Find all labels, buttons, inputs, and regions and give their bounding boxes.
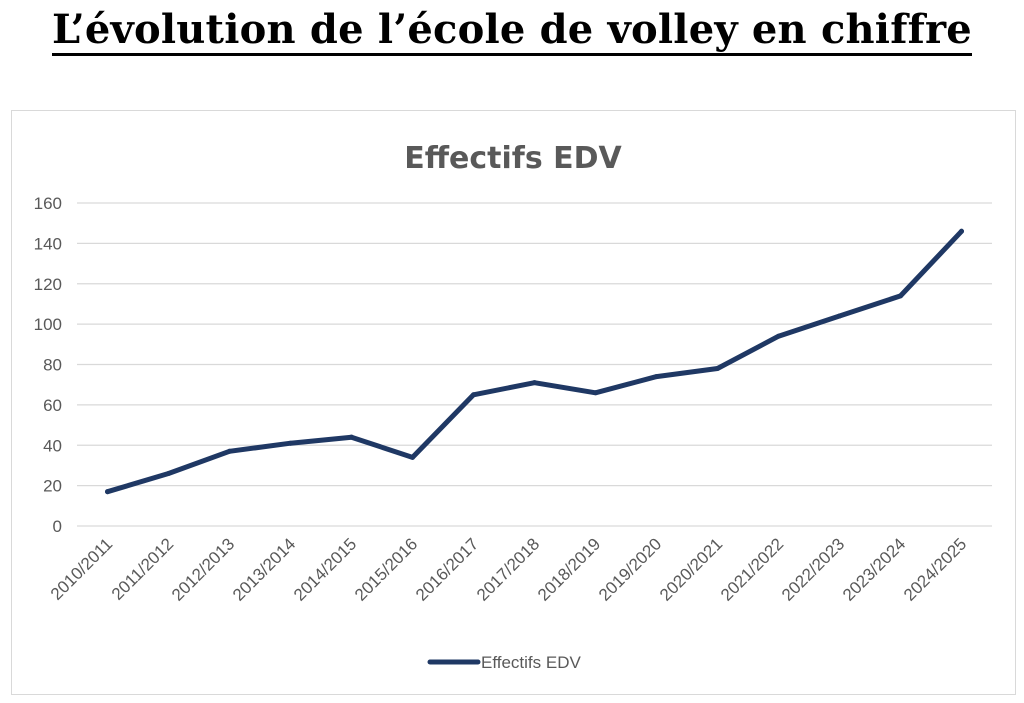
x-tick-label: 2024/2025 — [900, 534, 970, 604]
x-tick-label: 2011/2012 — [108, 534, 177, 603]
y-tick-label: 160 — [34, 194, 62, 213]
x-tick-label: 2015/2016 — [351, 534, 421, 604]
y-tick-label: 20 — [43, 477, 62, 496]
x-tick-label: 2016/2017 — [412, 534, 482, 604]
y-tick-label: 0 — [53, 517, 62, 536]
data-point — [776, 333, 781, 339]
data-point — [288, 440, 293, 446]
series-line-0 — [105, 228, 964, 495]
y-tick-label: 120 — [34, 275, 62, 294]
data-point — [593, 390, 598, 396]
x-tick-label: 2020/2021 — [656, 534, 726, 604]
series-lines — [105, 228, 964, 495]
chart-frame — [11, 110, 1016, 695]
data-point — [898, 293, 903, 299]
data-point — [959, 228, 964, 234]
x-tick-label: 2018/2019 — [534, 534, 604, 604]
x-tick-label: 2021/2022 — [717, 534, 787, 604]
page-heading: L’évolution de l’école de volley en chif… — [0, 2, 1024, 58]
y-axis-ticks: 0 20 40 60 80 100 120 140 160 — [34, 194, 62, 536]
y-tick-label: 60 — [43, 396, 62, 415]
data-point — [166, 471, 171, 477]
chart-title: Effectifs EDV — [404, 141, 622, 176]
x-axis-ticks: 2010/20112011/20122012/20132013/20142014… — [47, 534, 970, 604]
y-tick-label: 100 — [34, 315, 62, 334]
data-point — [105, 489, 110, 495]
x-tick-label: 2017/2018 — [473, 534, 543, 604]
data-point — [349, 434, 354, 440]
y-tick-label: 80 — [43, 356, 62, 375]
data-point — [837, 313, 842, 319]
y-tick-label: 40 — [43, 436, 62, 455]
legend: Effectifs EDV — [427, 653, 581, 672]
x-tick-label: 2013/2014 — [229, 534, 299, 604]
x-tick-label: 2022/2023 — [778, 534, 848, 604]
x-tick-label: 2019/2020 — [595, 534, 665, 604]
gridlines — [77, 202, 992, 527]
data-point — [532, 380, 537, 386]
x-tick-label: 2010/2011 — [47, 534, 116, 603]
data-point — [715, 366, 720, 372]
data-point — [471, 392, 476, 398]
x-tick-label: 2012/2013 — [168, 534, 238, 604]
data-point — [410, 454, 415, 460]
y-tick-label: 140 — [34, 234, 62, 253]
x-tick-label: 2023/2024 — [839, 534, 909, 604]
legend-label: Effectifs EDV — [481, 653, 581, 672]
x-tick-label: 2014/2015 — [290, 534, 360, 604]
data-point — [227, 448, 232, 454]
data-point — [654, 374, 659, 380]
